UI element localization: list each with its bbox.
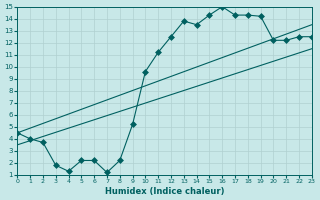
X-axis label: Humidex (Indice chaleur): Humidex (Indice chaleur): [105, 187, 224, 196]
